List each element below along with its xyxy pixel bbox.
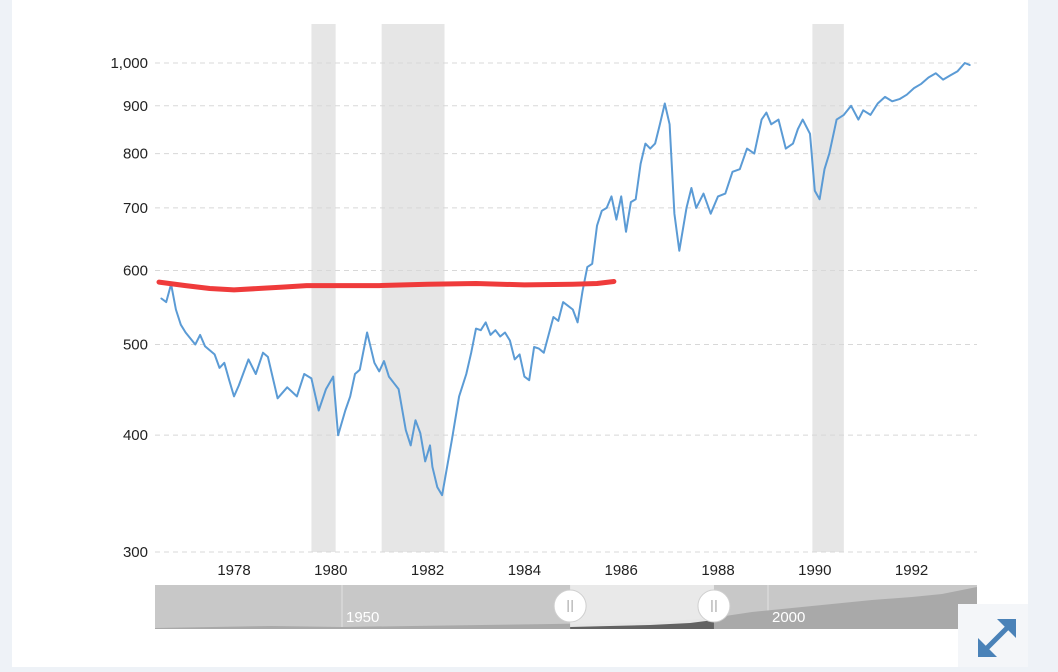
x-tick-label: 1988	[701, 562, 734, 579]
x-tick-label: 1990	[798, 562, 831, 579]
x-axis: 1978 1980 1982 1984 1986 1988 1990 1992	[217, 562, 928, 579]
y-tick-label: 1,000	[110, 55, 148, 72]
navigator-handle-left[interactable]	[553, 589, 587, 623]
expand-arrows-icon	[978, 619, 1016, 657]
navigator-handle-right[interactable]	[697, 589, 731, 623]
x-tick-label: 1984	[508, 562, 541, 579]
chart-panel: 300 400 500 600 700 800 900 1,000 1978 1980 1982 1…	[12, 0, 1028, 667]
handle-knob	[697, 589, 731, 623]
x-tick-label: 1986	[605, 562, 638, 579]
series-layer	[156, 62, 971, 497]
navigator-label: 1950	[346, 609, 379, 626]
navigator-selected-area	[570, 620, 714, 629]
x-tick-label: 1992	[895, 562, 928, 579]
recession-bands	[311, 24, 844, 552]
y-tick-label: 600	[123, 262, 148, 279]
x-tick-label: 1980	[314, 562, 347, 579]
y-axis: 300 400 500 600 700 800 900 1,000	[110, 55, 148, 561]
y-tick-label: 800	[123, 146, 148, 163]
navigator-area	[155, 587, 977, 629]
navigator-selected-range[interactable]	[570, 585, 714, 629]
expand-button[interactable]	[958, 604, 1028, 667]
range-navigator[interactable]: 1950 2000	[155, 585, 977, 629]
y-tick-label: 900	[123, 98, 148, 115]
series-line-index	[160, 62, 971, 497]
y-tick-label: 500	[123, 337, 148, 354]
y-tick-label: 300	[123, 544, 148, 561]
handle-knob	[553, 589, 587, 623]
series-line-highlight	[156, 279, 617, 293]
y-tick-label: 400	[123, 427, 148, 444]
y-tick-label: 700	[123, 200, 148, 217]
recession-band	[381, 24, 445, 552]
recession-band	[812, 24, 844, 552]
x-tick-label: 1978	[217, 562, 250, 579]
gridlines	[155, 62, 977, 553]
navigator-label: 2000	[772, 609, 805, 626]
x-tick-label: 1982	[411, 562, 444, 579]
